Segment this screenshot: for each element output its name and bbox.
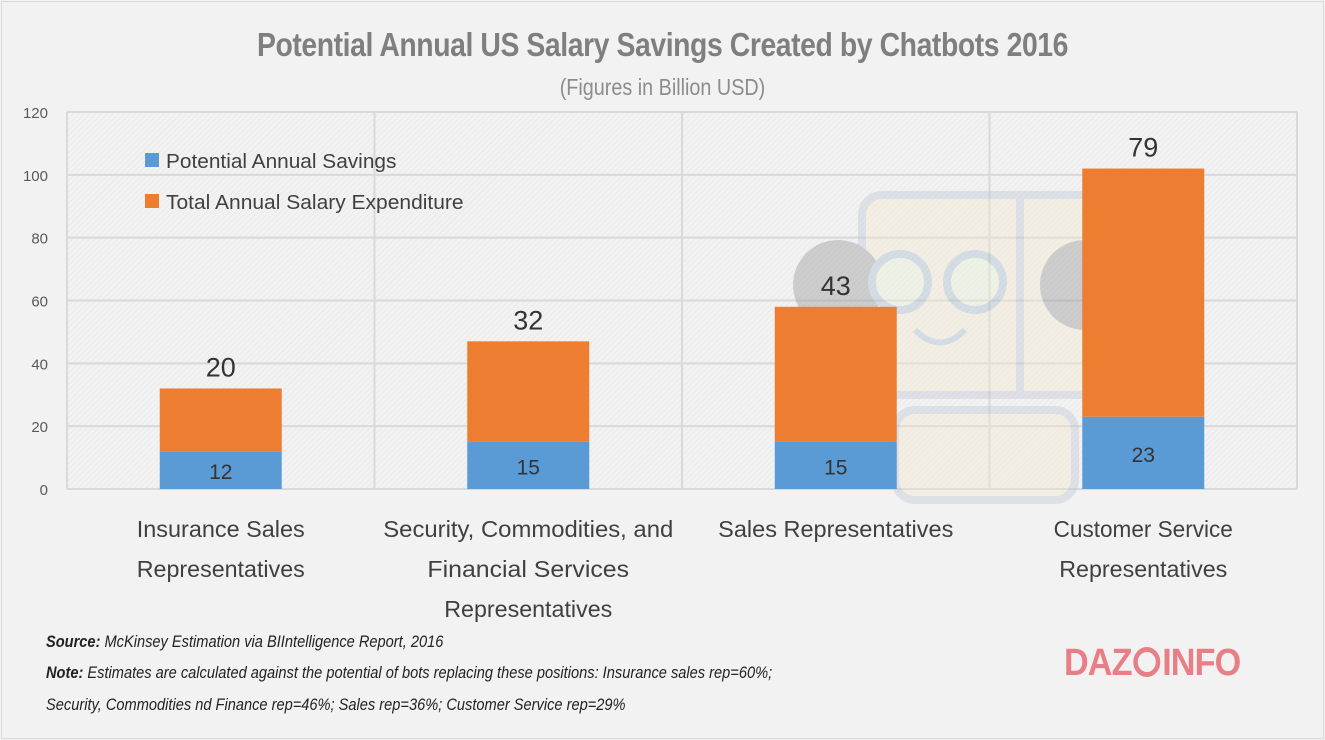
data-label-savings: 23 — [1132, 444, 1155, 467]
data-label-savings: 15 — [517, 456, 540, 479]
y-tick-label: 20 — [31, 419, 48, 436]
x-tick-label: Financial Services — [427, 556, 629, 582]
x-tick-label: Representatives — [1059, 556, 1227, 582]
y-tick-label: 0 — [40, 482, 48, 499]
y-tick-label: 80 — [31, 231, 48, 248]
bar-expenditure — [1082, 168, 1205, 417]
x-tick-label: Customer Service — [1054, 516, 1233, 542]
data-label-expenditure: 79 — [1128, 133, 1158, 163]
source-text: McKinsey Estimation via BIIntelligence R… — [100, 632, 444, 651]
chart-subtitle: (Figures in Billion USD) — [559, 74, 766, 100]
y-tick-label: 100 — [23, 168, 48, 185]
y-tick-label: 40 — [31, 356, 48, 373]
x-tick-label: Representatives — [137, 556, 305, 582]
note-line-1: Note: Estimates are calculated against t… — [46, 663, 772, 683]
x-tick-label: Representatives — [444, 596, 612, 622]
note-text-1: Estimates are calculated against the pot… — [83, 663, 773, 682]
y-tick-label: 120 — [23, 105, 48, 122]
y-tick-label: 60 — [31, 294, 48, 311]
x-tick-label: Sales Representatives — [718, 516, 953, 542]
data-label-savings: 15 — [824, 456, 847, 479]
legend-label: Total Annual Salary Expenditure — [166, 192, 464, 214]
data-label-expenditure: 43 — [821, 271, 851, 301]
data-label-savings: 12 — [209, 461, 232, 484]
data-label-expenditure: 32 — [513, 305, 543, 335]
note-label: Note: — [46, 663, 84, 682]
legend-swatch — [145, 153, 159, 167]
chart-title: Potential Annual US Salary Savings Creat… — [256, 26, 1069, 63]
bar-expenditure — [774, 306, 897, 442]
x-tick-label: Insurance Sales — [137, 516, 305, 542]
bar-savings — [159, 451, 282, 489]
dazeinfo-logo: DAZ INFO — [1064, 642, 1241, 684]
bar-savings — [467, 441, 590, 489]
source-label: Source: — [46, 632, 101, 651]
legend-label: Potential Annual Savings — [166, 151, 396, 173]
legend-swatch — [145, 194, 159, 208]
bar-expenditure — [159, 388, 282, 452]
data-label-expenditure: 20 — [206, 352, 236, 382]
source-line: Source: McKinsey Estimation via BIIntell… — [46, 632, 443, 652]
bar-expenditure — [467, 341, 590, 442]
x-tick-label: Security, Commodities, and — [383, 516, 673, 542]
note-line-2: Security, Commodities nd Finance rep=46%… — [46, 695, 626, 714]
bar-savings — [774, 441, 897, 489]
bar-savings — [1082, 416, 1205, 489]
